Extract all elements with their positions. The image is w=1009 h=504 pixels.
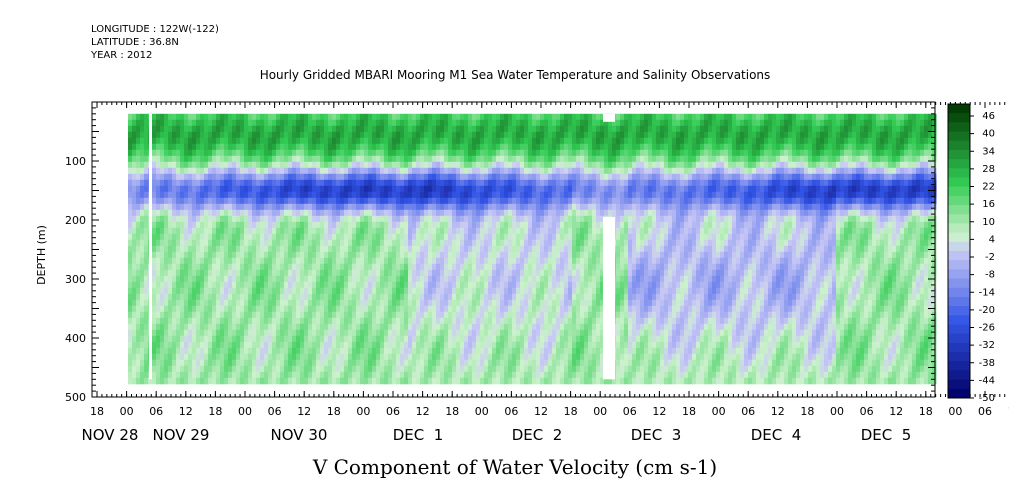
colorbar-level-label: 10 bbox=[982, 217, 995, 228]
colorbar: 46 40 34 28 22 16 10 4 -2 -8 -14 -20 -26 -32 -38 -44 -50 bbox=[947, 103, 995, 404]
x-hour-label: 12 bbox=[416, 405, 430, 418]
y-tick-label: 500 bbox=[65, 391, 86, 404]
colorbar-level-label: -32 bbox=[979, 340, 995, 351]
x-hour-label: 00 bbox=[830, 405, 844, 418]
x-hour-label: 12 bbox=[1008, 405, 1009, 418]
x-hour-label: 18 bbox=[90, 405, 104, 418]
x-hour-label: 00 bbox=[356, 405, 370, 418]
colorbar-level-label: 40 bbox=[982, 129, 995, 140]
x-day-label: NOV 30 bbox=[271, 426, 328, 444]
colorbar-level-label: -44 bbox=[979, 375, 995, 386]
x-day-label: NOV 28 bbox=[82, 426, 139, 444]
colorbar-level-label: -26 bbox=[979, 323, 995, 334]
x-day-label: DEC 4 bbox=[751, 426, 802, 444]
colorbar-level-label: -38 bbox=[979, 358, 995, 369]
colorbar-level-label: 22 bbox=[982, 182, 995, 193]
x-hour-label: 18 bbox=[919, 405, 933, 418]
x-axis: 18 00 06 12 18 00 06 12 18 00 06 12 18 00 06 12 18 00 06 12… bbox=[82, 102, 1009, 444]
x-hour-label: 06 bbox=[386, 405, 400, 418]
x-hour-label: 00 bbox=[120, 405, 134, 418]
y-tick-label: 200 bbox=[65, 214, 86, 227]
heatmap-field bbox=[128, 113, 937, 385]
longitude-label: LONGITUDE : 122W(-122) bbox=[91, 24, 219, 35]
x-hour-label: 00 bbox=[238, 405, 252, 418]
x-hour-label: 06 bbox=[623, 405, 637, 418]
x-hour-label: 12 bbox=[652, 405, 666, 418]
x-hour-label: 06 bbox=[741, 405, 755, 418]
x-hour-label: 12 bbox=[889, 405, 903, 418]
x-hour-label: 18 bbox=[327, 405, 341, 418]
x-hour-label: 18 bbox=[208, 405, 222, 418]
x-hour-label: 18 bbox=[445, 405, 459, 418]
colorbar-level-label: 34 bbox=[982, 146, 995, 157]
x-hour-label: 06 bbox=[268, 405, 282, 418]
x-day-label: DEC 3 bbox=[631, 426, 682, 444]
colorbar-level-label: 16 bbox=[982, 199, 995, 210]
y-axis-title: DEPTH (m) bbox=[35, 225, 48, 285]
colorbar-level-label: -2 bbox=[985, 252, 995, 263]
colorbar-level-label: 28 bbox=[982, 164, 995, 175]
x-hour-label: 06 bbox=[149, 405, 163, 418]
y-tick-label: 300 bbox=[65, 273, 86, 286]
x-day-label: NOV 29 bbox=[153, 426, 210, 444]
colorbar-level-label: -50 bbox=[979, 393, 995, 404]
colorbar-level-label: -8 bbox=[985, 270, 995, 281]
x-hour-label: 00 bbox=[948, 405, 962, 418]
x-hour-label: 18 bbox=[564, 405, 578, 418]
x-hour-label: 12 bbox=[179, 405, 193, 418]
plot-title: Hourly Gridded MBARI Mooring M1 Sea Wate… bbox=[259, 68, 771, 82]
x-hour-label: 06 bbox=[978, 405, 992, 418]
y-axis: 100 200 300 400 500 bbox=[65, 101, 935, 404]
x-hour-label: 18 bbox=[682, 405, 696, 418]
x-hour-label: 12 bbox=[297, 405, 311, 418]
y-tick-label: 100 bbox=[65, 155, 86, 168]
year-label: YEAR : 2012 bbox=[91, 50, 153, 61]
y-tick-label: 400 bbox=[65, 332, 86, 345]
colorbar-level-label: -14 bbox=[979, 287, 995, 298]
x-hour-label: 18 bbox=[800, 405, 814, 418]
latitude-label: LATITUDE : 36.8N bbox=[91, 37, 179, 48]
x-hour-label: 06 bbox=[504, 405, 518, 418]
x-hour-label: 00 bbox=[712, 405, 726, 418]
x-day-label: DEC 2 bbox=[512, 426, 563, 444]
x-hour-label: 12 bbox=[771, 405, 785, 418]
colorbar-level-label: -20 bbox=[979, 305, 995, 316]
colorbar-level-label: 46 bbox=[982, 111, 995, 122]
x-hour-label: 00 bbox=[475, 405, 489, 418]
x-day-label: DEC 1 bbox=[393, 426, 444, 444]
x-hour-label: 06 bbox=[860, 405, 874, 418]
colorbar-level-label: 4 bbox=[989, 234, 995, 245]
x-axis-title: V Component of Water Velocity (cm s-1) bbox=[312, 455, 718, 479]
x-day-label: DEC 5 bbox=[861, 426, 912, 444]
x-hour-label: 00 bbox=[593, 405, 607, 418]
x-hour-label: 12 bbox=[534, 405, 548, 418]
